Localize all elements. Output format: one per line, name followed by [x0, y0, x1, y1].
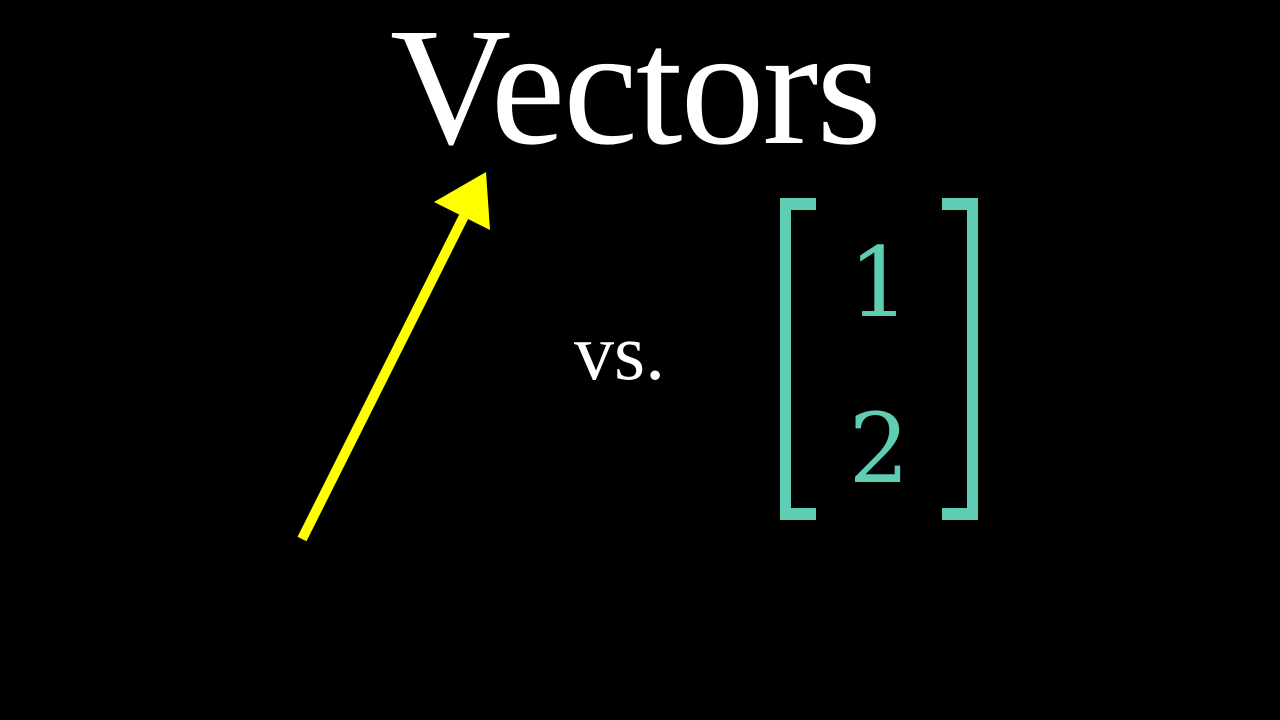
left-bracket	[780, 198, 816, 520]
vector-entry-bottom: 2	[848, 393, 910, 505]
arrow-shaft	[297, 209, 471, 542]
right-bracket	[942, 198, 978, 520]
title: Vectors	[390, 0, 882, 180]
comparison-label: vs.	[574, 309, 666, 397]
column-vector: 1 2	[776, 198, 982, 524]
vector-entry-top: 1	[848, 227, 910, 339]
arrow-head	[434, 172, 490, 230]
